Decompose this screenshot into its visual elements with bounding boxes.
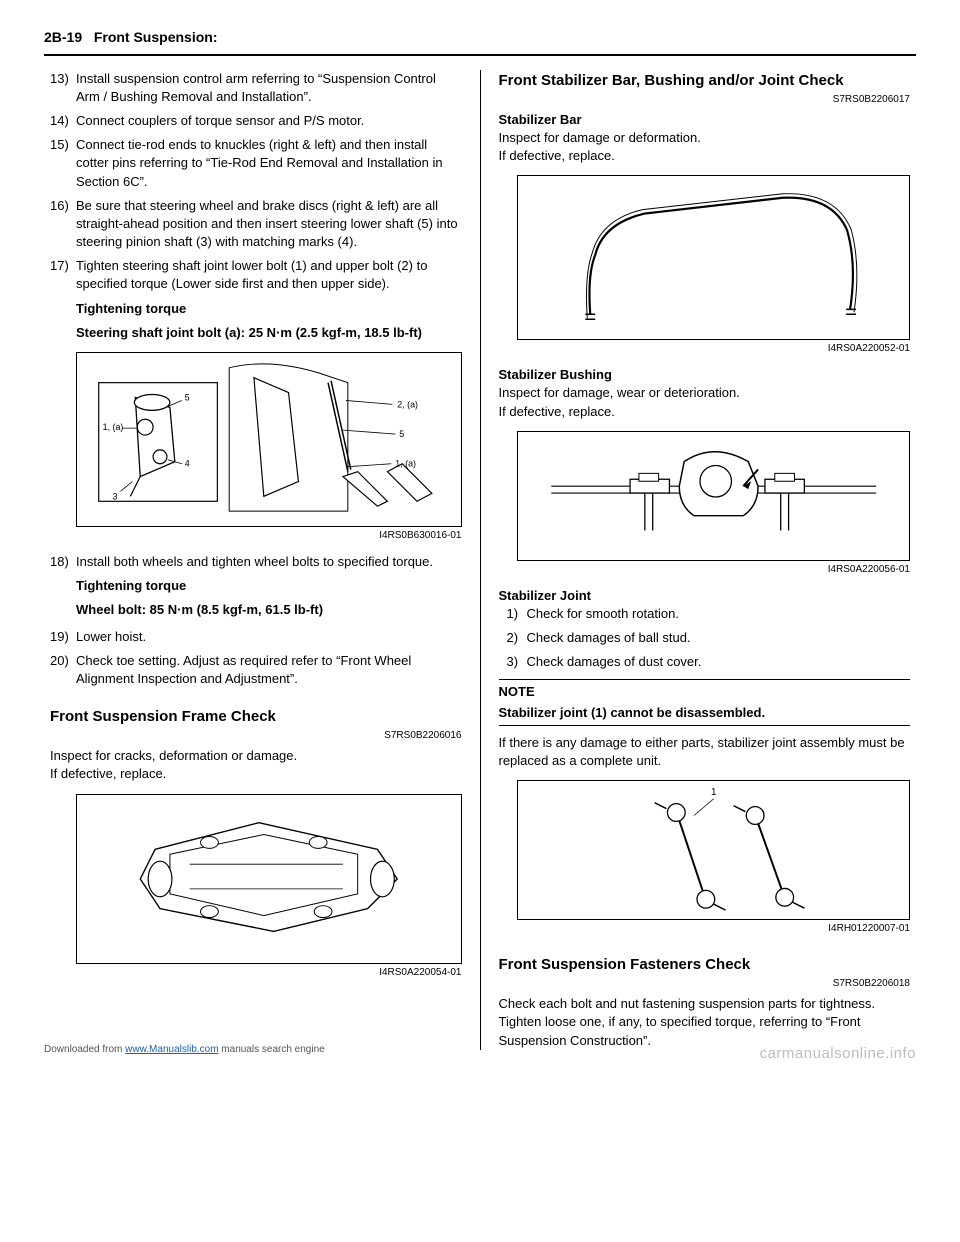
- label-1a: 1, (a): [103, 422, 124, 432]
- heading-frame-check: Front Suspension Frame Check: [50, 706, 462, 727]
- fig4-caption: I4RS0A220056-01: [517, 563, 911, 577]
- joint-diagram: 1: [518, 781, 910, 919]
- sb-text2: If defective, replace.: [499, 147, 911, 165]
- label-1a-r: 1, (a): [395, 459, 416, 469]
- step-14: 14) Connect couplers of torque sensor an…: [50, 112, 462, 130]
- figure-stabilizer-joint: 1: [517, 780, 911, 920]
- step-16: 16) Be sure that steering wheel and brak…: [50, 197, 462, 252]
- page-header: 2B-19 Front Suspension:: [44, 28, 916, 56]
- label-3: 3: [113, 491, 118, 501]
- joint-step-2: 2) Check damages of ball stud.: [507, 629, 911, 647]
- torque-label-2: Tightening torque: [76, 577, 462, 595]
- step-19: 19) Lower hoist.: [50, 628, 462, 646]
- step-15: 15) Connect tie-rod ends to knuckles (ri…: [50, 136, 462, 191]
- section-number: 2B-19: [44, 29, 82, 45]
- torque-text-2: Wheel bolt: 85 N·m (8.5 kgf-m, 61.5 lb-f…: [76, 601, 462, 619]
- joint-step-1: 1) Check for smooth rotation.: [507, 605, 911, 623]
- fasteners-text: Check each bolt and nut fastening suspen…: [499, 995, 911, 1050]
- frame-diagram: [77, 795, 461, 963]
- manualslib-link[interactable]: www.Manualslib.com: [125, 1044, 218, 1055]
- heading-stabilizer: Front Stabilizer Bar, Bushing and/or Joi…: [499, 70, 911, 91]
- step-18: 18) Install both wheels and tighten whee…: [50, 553, 462, 571]
- left-column: 13) Install suspension control arm refer…: [44, 70, 480, 1050]
- code-frame: S7RS0B2206016: [50, 729, 462, 743]
- label-1-joint: 1: [711, 787, 716, 798]
- torque-label-1: Tightening torque: [76, 300, 462, 318]
- joint-step-3: 3) Check damages of dust cover.: [507, 653, 911, 671]
- figure-stabilizer-bar: [517, 175, 911, 340]
- joint-title: Stabilizer Joint: [499, 587, 911, 605]
- sb-title: Stabilizer Bar: [499, 111, 911, 129]
- code-stabilizer: S7RS0B2206017: [499, 93, 911, 107]
- note-title: NOTE: [499, 679, 911, 703]
- code-fasteners: S7RS0B2206018: [499, 977, 911, 991]
- fig2-caption: I4RS0A220054-01: [76, 966, 462, 980]
- content-columns: 13) Install suspension control arm refer…: [44, 70, 916, 1050]
- figure-steering-shaft: 1, (a) 5 4 3 2, (a) 5: [76, 352, 462, 527]
- footer-left: Downloaded from www.Manualslib.com manua…: [44, 1043, 325, 1064]
- step-13: 13) Install suspension control arm refer…: [50, 70, 462, 106]
- page-footer: Downloaded from www.Manualslib.com manua…: [44, 1043, 916, 1064]
- fig3-caption: I4RS0A220052-01: [517, 342, 911, 356]
- heading-fasteners: Front Suspension Fasteners Check: [499, 954, 911, 975]
- bushing-diagram: [518, 432, 910, 560]
- section-title: Front Suspension:: [94, 29, 218, 45]
- fig1-caption: I4RS0B630016-01: [76, 529, 462, 543]
- label-5b: 5: [399, 429, 404, 439]
- figure-suspension-frame: [76, 794, 462, 964]
- steering-shaft-diagram: 1, (a) 5 4 3 2, (a) 5: [77, 353, 461, 526]
- bush-title: Stabilizer Bushing: [499, 366, 911, 384]
- note-body: Stabilizer joint (1) cannot be disassemb…: [499, 704, 911, 726]
- sb-text1: Inspect for damage or deformation.: [499, 129, 911, 147]
- joint-text: If there is any damage to either parts, …: [499, 734, 911, 770]
- label-4: 4: [185, 459, 190, 469]
- bush-text1: Inspect for damage, wear or deterioratio…: [499, 384, 911, 402]
- frame-text1: Inspect for cracks, deformation or damag…: [50, 747, 462, 765]
- label-5a: 5: [185, 392, 190, 402]
- right-column: Front Stabilizer Bar, Bushing and/or Joi…: [480, 70, 917, 1050]
- label-2a: 2, (a): [397, 399, 418, 409]
- step-20: 20) Check toe setting. Adjust as require…: [50, 652, 462, 688]
- footer-watermark: carmanualsonline.info: [760, 1043, 916, 1064]
- fig5-caption: I4RH01220007-01: [517, 922, 911, 936]
- figure-bushing: [517, 431, 911, 561]
- bush-text2: If defective, replace.: [499, 403, 911, 421]
- torque-text-1: Steering shaft joint bolt (a): 25 N·m (2…: [76, 324, 462, 342]
- note-block: NOTE Stabilizer joint (1) cannot be disa…: [499, 679, 911, 725]
- step-17: 17) Tighten steering shaft joint lower b…: [50, 257, 462, 293]
- frame-text2: If defective, replace.: [50, 765, 462, 783]
- stabilizer-bar-diagram: [518, 176, 910, 339]
